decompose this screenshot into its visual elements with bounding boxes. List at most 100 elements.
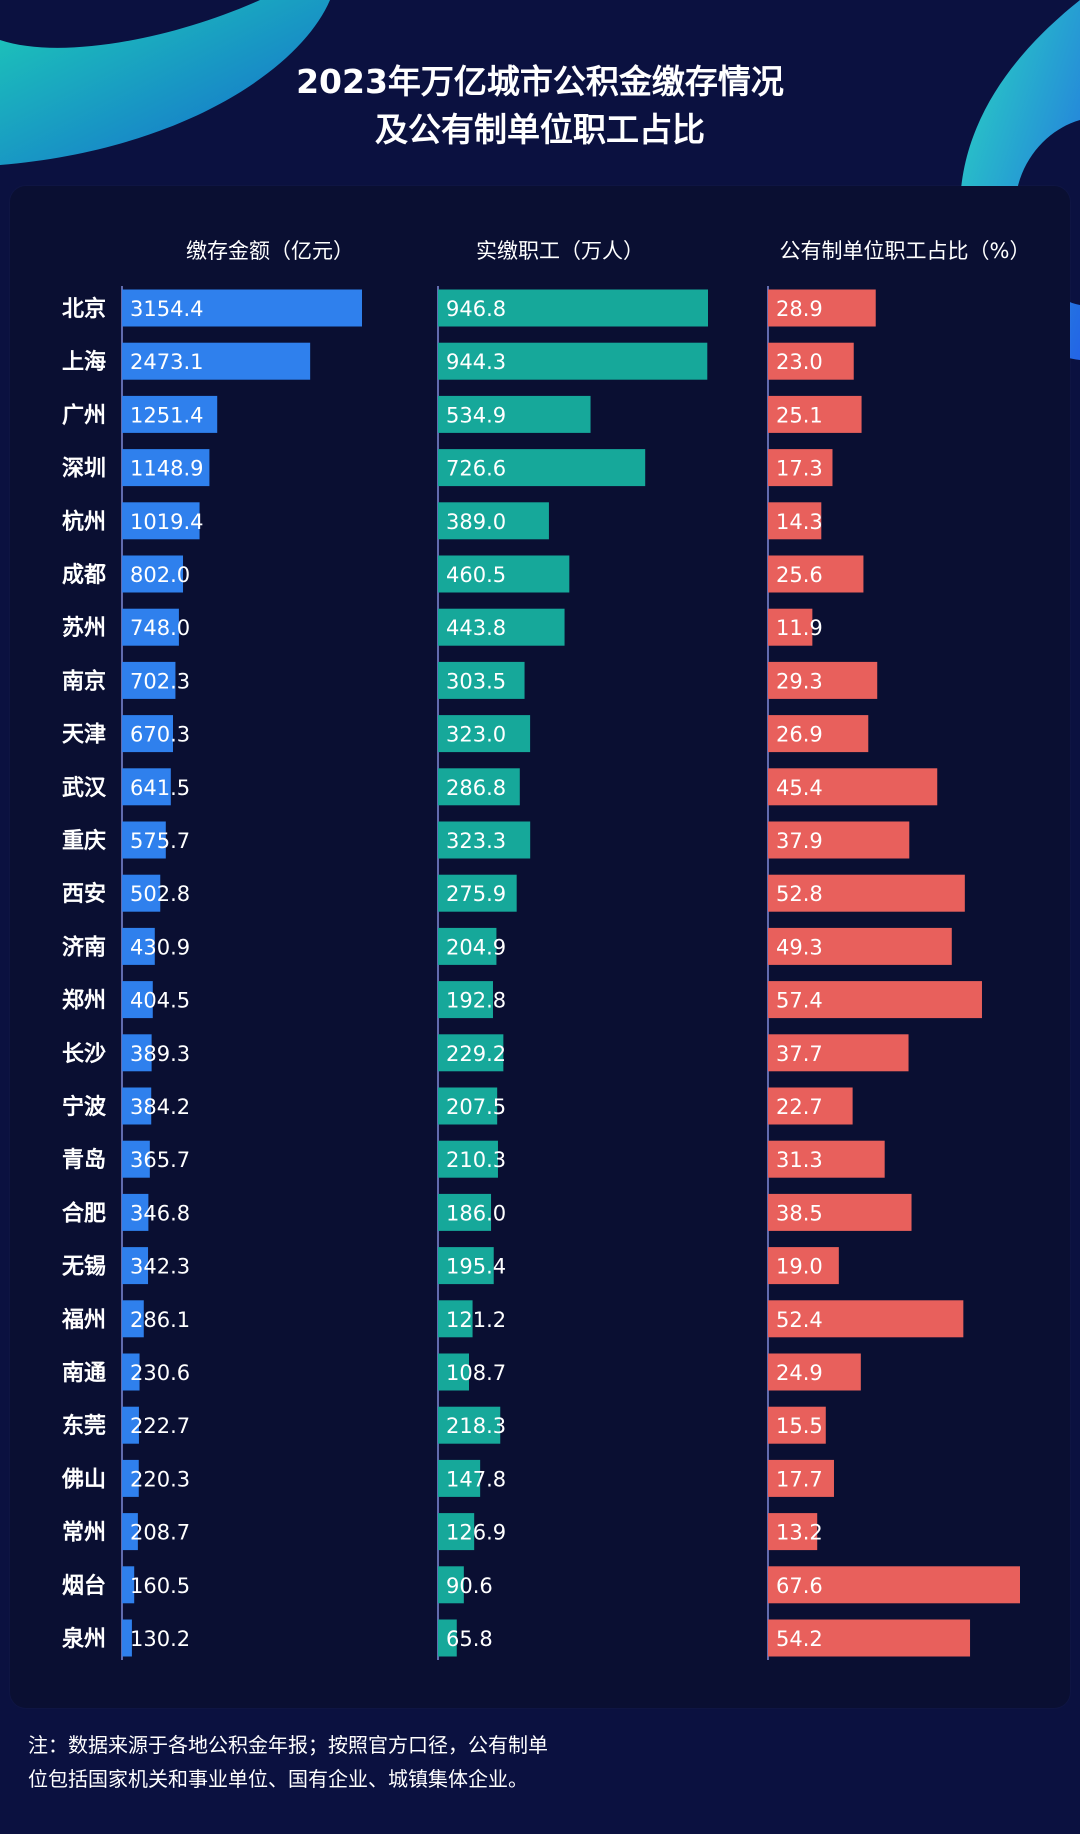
bar (768, 502, 822, 540)
bar-value-label: 286.1 (130, 1308, 190, 1332)
bar-value-label: 702.3 (130, 669, 190, 693)
bar (768, 1140, 885, 1178)
bar-value-label: 204.9 (446, 935, 506, 959)
city-label: 南通 (62, 1361, 106, 1386)
city-label: 杭州 (62, 509, 106, 535)
footnote-line-1: 注：数据来源于各地公积金年报；按照官方口径，公有制单 (28, 1733, 548, 1757)
bar-value-label: 229.2 (446, 1042, 506, 1066)
bar-value-label: 22.7 (776, 1095, 823, 1119)
title-line-2: 及公有制单位职工占比 (375, 110, 705, 149)
bar-value-label: 17.7 (776, 1467, 823, 1491)
column-header-public-share: 公有制单位职工占比（%） (779, 239, 1031, 263)
bar-value-label: 802.0 (130, 563, 190, 587)
city-label: 泉州 (62, 1626, 106, 1652)
bar-value-label: 389.0 (446, 510, 506, 534)
bar-value-label: 15.5 (776, 1414, 823, 1438)
city-label: 东莞 (62, 1413, 106, 1439)
bar-value-label: 303.5 (446, 669, 506, 693)
bar-value-label: 502.8 (130, 882, 190, 906)
city-label: 武汉 (62, 776, 107, 801)
bar (438, 289, 708, 327)
bar-value-label: 946.8 (446, 297, 506, 321)
bar (768, 874, 965, 912)
bar (122, 1566, 135, 1604)
city-label: 烟台 (62, 1573, 106, 1599)
bar-value-label: 575.7 (130, 829, 190, 853)
bar (438, 1353, 469, 1391)
city-label: 宁波 (62, 1094, 107, 1120)
bar (438, 1513, 475, 1551)
bar-value-label: 218.3 (446, 1414, 506, 1438)
bar-value-label: 222.7 (130, 1414, 190, 1438)
bar-value-label: 121.2 (446, 1308, 506, 1332)
bar (122, 1459, 139, 1497)
bar-value-label: 1251.4 (130, 403, 203, 427)
column-header-workers: 实缴职工（万人） (476, 239, 644, 263)
bar (438, 342, 708, 380)
bar (122, 768, 171, 806)
footnote-line-2: 位包括国家机关和事业单位、国有企业、城镇集体企业。 (28, 1767, 528, 1791)
bar (768, 1353, 861, 1391)
bar (438, 1300, 473, 1338)
bar (438, 502, 549, 540)
bar (768, 821, 910, 859)
bar-value-label: 52.4 (776, 1308, 823, 1332)
bar-value-label: 346.8 (130, 1201, 190, 1225)
bar (122, 1034, 152, 1072)
bar-value-label: 342.3 (130, 1255, 190, 1279)
city-label: 广州 (62, 402, 106, 428)
bar-value-label: 443.8 (446, 616, 506, 640)
bar-value-label: 38.5 (776, 1201, 823, 1225)
bar (438, 1619, 457, 1657)
bar (768, 1300, 964, 1338)
city-label: 无锡 (62, 1255, 106, 1280)
bar (768, 608, 813, 646)
bar (768, 1406, 826, 1444)
bar (438, 768, 520, 806)
bar-value-label: 45.4 (776, 776, 823, 800)
bar-value-label: 641.5 (130, 776, 190, 800)
bar (122, 1353, 140, 1391)
bar (122, 449, 210, 487)
bar-value-label: 389.3 (130, 1042, 190, 1066)
bar-value-label: 26.9 (776, 723, 823, 747)
bar (122, 289, 362, 327)
bar (122, 502, 200, 540)
bar-value-label: 57.4 (776, 989, 823, 1013)
bar (438, 661, 525, 699)
bar (768, 715, 869, 753)
bar (122, 821, 166, 859)
bar-value-label: 130.2 (130, 1627, 190, 1651)
city-label: 佛山 (61, 1467, 106, 1492)
bar (768, 981, 982, 1019)
bar (768, 1619, 971, 1657)
bar (122, 1513, 138, 1551)
bar-value-label: 430.9 (130, 935, 190, 959)
bar (122, 1247, 149, 1285)
bar (122, 1619, 132, 1657)
bar-value-label: 1019.4 (130, 510, 203, 534)
bar (438, 1459, 481, 1497)
bar (438, 1140, 498, 1178)
bar (122, 874, 161, 912)
bar-value-label: 147.8 (446, 1467, 506, 1491)
bar-value-label: 534.9 (446, 403, 506, 427)
bar-value-label: 13.2 (776, 1521, 823, 1545)
bar-value-label: 748.0 (130, 616, 190, 640)
bar-value-label: 286.8 (446, 776, 506, 800)
bar-value-label: 160.5 (130, 1574, 190, 1598)
bar-value-label: 25.6 (776, 563, 823, 587)
bar (122, 342, 311, 380)
bar-value-label: 195.4 (446, 1255, 506, 1279)
bar-value-label: 25.1 (776, 403, 823, 427)
city-label: 苏州 (62, 615, 106, 641)
bar (438, 981, 493, 1019)
bar-value-label: 37.7 (776, 1042, 823, 1066)
bar-value-label: 23.0 (776, 350, 823, 374)
bar (438, 927, 497, 965)
bar-value-label: 67.6 (776, 1574, 823, 1598)
city-label: 天津 (62, 722, 106, 748)
bar-value-label: 186.0 (446, 1201, 506, 1225)
bar (768, 768, 938, 806)
bar-value-label: 323.0 (446, 723, 506, 747)
